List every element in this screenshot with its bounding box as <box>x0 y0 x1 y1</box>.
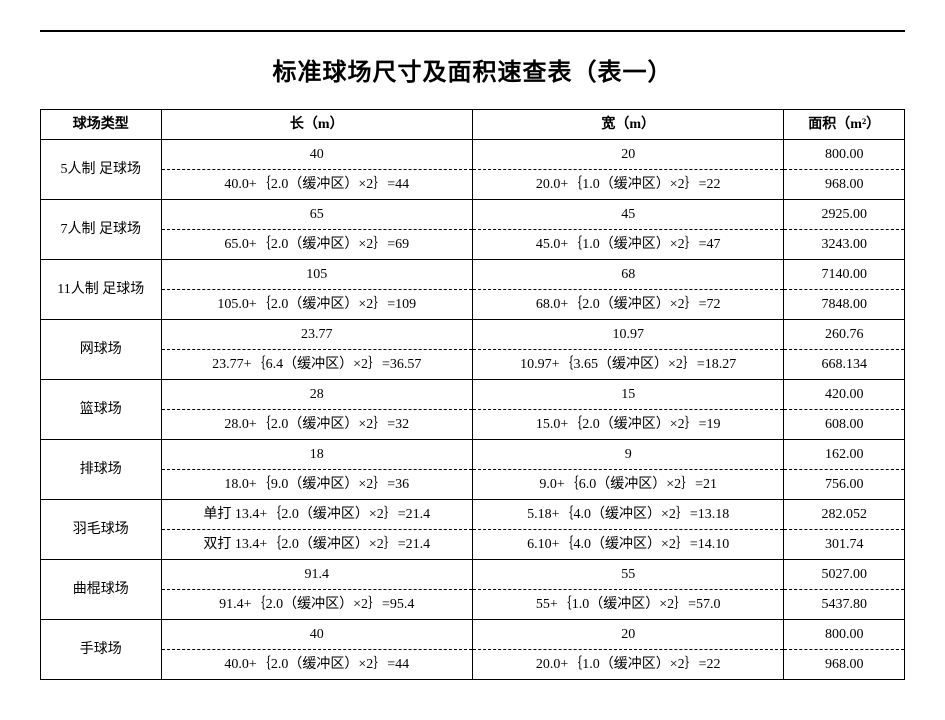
cell-area: 968.00 <box>784 650 905 680</box>
cell-width: 55 <box>472 560 783 590</box>
cell-type: 5人制 足球场 <box>41 140 162 200</box>
cell-type: 排球场 <box>41 440 162 500</box>
cell-width: 5.18+｛4.0（缓冲区）×2｝=13.18 <box>472 500 783 530</box>
cell-length: 23.77 <box>161 320 472 350</box>
cell-length: 65 <box>161 200 472 230</box>
cell-type: 手球场 <box>41 620 162 680</box>
table-row: 羽毛球场 单打 13.4+｛2.0（缓冲区）×2｝=21.4 5.18+｛4.0… <box>41 500 905 530</box>
cell-width: 55+｛1.0（缓冲区）×2｝=57.0 <box>472 590 783 620</box>
cell-area: 800.00 <box>784 140 905 170</box>
cell-width: 9 <box>472 440 783 470</box>
cell-length: 单打 13.4+｛2.0（缓冲区）×2｝=21.4 <box>161 500 472 530</box>
cell-area: 5027.00 <box>784 560 905 590</box>
page-title: 标准球场尺寸及面积速查表（表一） <box>40 52 905 87</box>
header-type: 球场类型 <box>41 110 162 140</box>
cell-width: 6.10+｛4.0（缓冲区）×2｝=14.10 <box>472 530 783 560</box>
cell-area: 420.00 <box>784 380 905 410</box>
cell-length: 105 <box>161 260 472 290</box>
cell-area: 968.00 <box>784 170 905 200</box>
cell-width: 10.97 <box>472 320 783 350</box>
cell-width: 68 <box>472 260 783 290</box>
table-row: 23.77+｛6.4（缓冲区）×2｝=36.57 10.97+｛3.65（缓冲区… <box>41 350 905 380</box>
cell-area: 756.00 <box>784 470 905 500</box>
table-row: 105.0+｛2.0（缓冲区）×2｝=109 68.0+｛2.0（缓冲区）×2｝… <box>41 290 905 320</box>
table-row: 手球场 40 20 800.00 <box>41 620 905 650</box>
cell-length: 105.0+｛2.0（缓冲区）×2｝=109 <box>161 290 472 320</box>
cell-length: 91.4 <box>161 560 472 590</box>
top-rule <box>40 30 905 32</box>
page: 标准球场尺寸及面积速查表（表一） 球场类型 长（m） 宽（m） 面积（m²） 5… <box>0 0 945 720</box>
table-row: 网球场 23.77 10.97 260.76 <box>41 320 905 350</box>
cell-area: 7848.00 <box>784 290 905 320</box>
table-row: 篮球场 28 15 420.00 <box>41 380 905 410</box>
cell-width: 68.0+｛2.0（缓冲区）×2｝=72 <box>472 290 783 320</box>
table-row: 65.0+｛2.0（缓冲区）×2｝=69 45.0+｛1.0（缓冲区）×2｝=4… <box>41 230 905 260</box>
cell-length: 40 <box>161 620 472 650</box>
table-row: 曲棍球场 91.4 55 5027.00 <box>41 560 905 590</box>
cell-area: 162.00 <box>784 440 905 470</box>
cell-area: 668.134 <box>784 350 905 380</box>
table-row: 28.0+｛2.0（缓冲区）×2｝=32 15.0+｛2.0（缓冲区）×2｝=1… <box>41 410 905 440</box>
cell-type: 7人制 足球场 <box>41 200 162 260</box>
cell-width: 20 <box>472 140 783 170</box>
cell-width: 10.97+｛3.65（缓冲区）×2｝=18.27 <box>472 350 783 380</box>
cell-length: 65.0+｛2.0（缓冲区）×2｝=69 <box>161 230 472 260</box>
table-row: 11人制 足球场 105 68 7140.00 <box>41 260 905 290</box>
cell-width: 20 <box>472 620 783 650</box>
cell-length: 28 <box>161 380 472 410</box>
cell-area: 7140.00 <box>784 260 905 290</box>
cell-type: 网球场 <box>41 320 162 380</box>
cell-length: 18.0+｛9.0（缓冲区）×2｝=36 <box>161 470 472 500</box>
cell-length: 18 <box>161 440 472 470</box>
cell-type: 羽毛球场 <box>41 500 162 560</box>
table-body: 5人制 足球场 40 20 800.00 40.0+｛2.0（缓冲区）×2｝=4… <box>41 140 905 680</box>
cell-length: 40.0+｛2.0（缓冲区）×2｝=44 <box>161 650 472 680</box>
cell-length: 91.4+｛2.0（缓冲区）×2｝=95.4 <box>161 590 472 620</box>
table-row: 91.4+｛2.0（缓冲区）×2｝=95.4 55+｛1.0（缓冲区）×2｝=5… <box>41 590 905 620</box>
cell-length: 28.0+｛2.0（缓冲区）×2｝=32 <box>161 410 472 440</box>
cell-area: 3243.00 <box>784 230 905 260</box>
header-width: 宽（m） <box>472 110 783 140</box>
table-row: 40.0+｛2.0（缓冲区）×2｝=44 20.0+｛1.0（缓冲区）×2｝=2… <box>41 170 905 200</box>
cell-width: 20.0+｛1.0（缓冲区）×2｝=22 <box>472 170 783 200</box>
dimensions-table: 球场类型 长（m） 宽（m） 面积（m²） 5人制 足球场 40 20 800.… <box>40 109 905 680</box>
cell-type: 曲棍球场 <box>41 560 162 620</box>
cell-type: 11人制 足球场 <box>41 260 162 320</box>
table-row: 双打 13.4+｛2.0（缓冲区）×2｝=21.4 6.10+｛4.0（缓冲区）… <box>41 530 905 560</box>
cell-width: 15 <box>472 380 783 410</box>
cell-width: 15.0+｛2.0（缓冲区）×2｝=19 <box>472 410 783 440</box>
table-row: 40.0+｛2.0（缓冲区）×2｝=44 20.0+｛1.0（缓冲区）×2｝=2… <box>41 650 905 680</box>
cell-area: 282.052 <box>784 500 905 530</box>
table-header-row: 球场类型 长（m） 宽（m） 面积（m²） <box>41 110 905 140</box>
cell-length: 23.77+｛6.4（缓冲区）×2｝=36.57 <box>161 350 472 380</box>
cell-width: 20.0+｛1.0（缓冲区）×2｝=22 <box>472 650 783 680</box>
cell-area: 260.76 <box>784 320 905 350</box>
cell-length: 40 <box>161 140 472 170</box>
header-length: 长（m） <box>161 110 472 140</box>
cell-width: 45 <box>472 200 783 230</box>
table-row: 18.0+｛9.0（缓冲区）×2｝=36 9.0+｛6.0（缓冲区）×2｝=21… <box>41 470 905 500</box>
header-area: 面积（m²） <box>784 110 905 140</box>
cell-length: 双打 13.4+｛2.0（缓冲区）×2｝=21.4 <box>161 530 472 560</box>
cell-width: 45.0+｛1.0（缓冲区）×2｝=47 <box>472 230 783 260</box>
table-row: 7人制 足球场 65 45 2925.00 <box>41 200 905 230</box>
cell-type: 篮球场 <box>41 380 162 440</box>
cell-area: 301.74 <box>784 530 905 560</box>
cell-area: 800.00 <box>784 620 905 650</box>
cell-area: 5437.80 <box>784 590 905 620</box>
cell-area: 2925.00 <box>784 200 905 230</box>
cell-length: 40.0+｛2.0（缓冲区）×2｝=44 <box>161 170 472 200</box>
table-row: 5人制 足球场 40 20 800.00 <box>41 140 905 170</box>
cell-width: 9.0+｛6.0（缓冲区）×2｝=21 <box>472 470 783 500</box>
cell-area: 608.00 <box>784 410 905 440</box>
table-row: 排球场 18 9 162.00 <box>41 440 905 470</box>
